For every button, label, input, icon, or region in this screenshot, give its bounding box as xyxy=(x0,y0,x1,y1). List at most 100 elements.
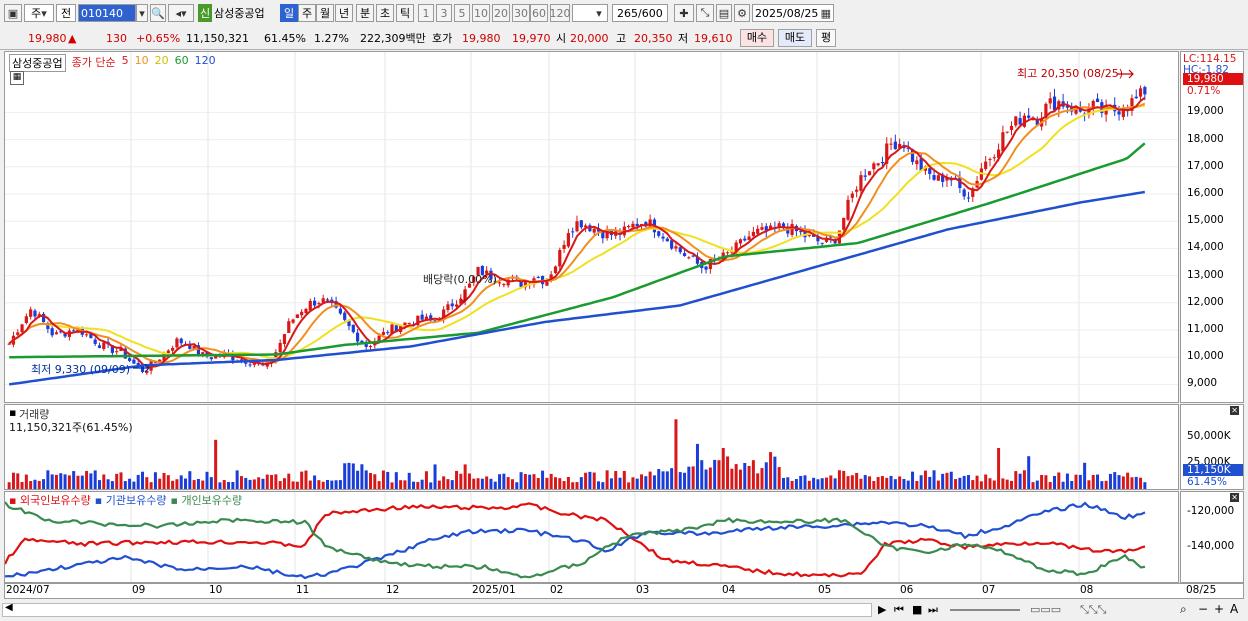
high-arrow-icon xyxy=(1117,69,1134,79)
horizontal-scrollbar[interactable]: ◀ xyxy=(2,602,872,617)
candle-body xyxy=(730,251,734,253)
period-tab[interactable]: 분 xyxy=(356,4,374,22)
volume-bar xyxy=(1070,480,1074,489)
candle-body xyxy=(476,267,480,276)
volume-bar xyxy=(872,481,876,489)
period-tab[interactable]: 초 xyxy=(376,4,394,22)
zoom-search-icon[interactable]: ⌕ xyxy=(1180,602,1187,616)
price-tick: 15,000 xyxy=(1187,214,1224,227)
rewind-icon[interactable]: ⏮ xyxy=(894,603,904,616)
volume-bar xyxy=(777,467,781,489)
period-tab[interactable]: 주 xyxy=(298,4,316,22)
candle-body xyxy=(1009,125,1014,130)
volume-bar xyxy=(399,480,403,489)
interval-button[interactable]: 20 xyxy=(492,4,510,22)
search-icon[interactable]: 🔍 xyxy=(150,4,166,22)
zoom-slider[interactable] xyxy=(950,609,1020,611)
save-icon[interactable]: ▤ xyxy=(716,4,732,22)
volume-bar xyxy=(493,481,497,489)
volume-bar xyxy=(446,479,450,489)
high-label: 고 xyxy=(616,32,627,45)
candle-body xyxy=(872,163,876,170)
price-tag: 19,980 xyxy=(1183,73,1243,85)
interval-button[interactable]: 5 xyxy=(454,4,470,22)
stock-code-input[interactable]: 010140 xyxy=(78,4,136,22)
interval-button[interactable]: 120 xyxy=(550,4,571,22)
volume-bar xyxy=(360,464,364,489)
volume-bar xyxy=(678,472,682,489)
volume-bar xyxy=(949,471,953,489)
stop-icon[interactable]: ■ xyxy=(912,603,923,616)
grid-toggle-icon[interactable]: ▦ xyxy=(10,71,24,85)
candle-body xyxy=(416,315,420,326)
drawing-tools-icon[interactable]: ⤡⤡⤡ xyxy=(1080,603,1107,616)
font-size-icon[interactable]: A xyxy=(1230,602,1239,616)
volume-bar xyxy=(738,469,742,489)
volume-bar xyxy=(476,478,480,489)
scroll-right-icon[interactable]: ▶ xyxy=(878,603,887,616)
period-tab[interactable]: 일 xyxy=(280,4,298,22)
ma5-line xyxy=(8,96,1146,368)
candle-body xyxy=(571,231,575,233)
price-chart-pane[interactable]: 삼성중공업 종가 단순 5 10 20 60 120 ▦ 배당락(0.00%) … xyxy=(4,51,1179,403)
average-button[interactable]: 평 xyxy=(816,29,836,47)
window-tools-icon[interactable]: ▭▭▭ xyxy=(1030,603,1062,616)
zoom-in-icon[interactable]: + xyxy=(1214,602,1225,616)
period-tab[interactable]: 틱 xyxy=(396,4,414,22)
interval-custom-select[interactable]: ▾ xyxy=(572,4,608,22)
volume-bar xyxy=(420,479,424,489)
interval-button[interactable]: 60 xyxy=(530,4,548,22)
volume-bar xyxy=(549,473,553,489)
buy-button[interactable]: 매수 xyxy=(740,29,774,47)
volume-bar xyxy=(149,482,153,489)
interval-button[interactable]: 1 xyxy=(418,4,434,22)
price-tick: 18,000 xyxy=(1187,132,1224,145)
candle-body xyxy=(93,339,97,344)
period-tab[interactable]: 월 xyxy=(316,4,334,22)
scroll-left-icon[interactable]: ◀ xyxy=(5,602,13,613)
interval-button[interactable]: 10 xyxy=(472,4,490,22)
candle-body xyxy=(682,253,687,257)
volume-bar xyxy=(799,476,803,489)
candle-body xyxy=(132,359,136,364)
volume-bar xyxy=(231,482,235,489)
volume-bar xyxy=(687,466,691,489)
count-field[interactable]: 265/600 xyxy=(612,4,668,22)
volume-bar xyxy=(184,478,188,489)
interval-button[interactable]: 30 xyxy=(512,4,530,22)
compare-button[interactable]: 전 xyxy=(56,4,76,22)
candle-body xyxy=(910,149,915,162)
zoom-out-icon[interactable]: − xyxy=(1198,602,1209,616)
holdings-pane[interactable]: ▪ 외국인보유수량 ▪ 기관보유수량 ▪ 개인보유수량 xyxy=(4,491,1179,583)
pane-close-icon[interactable]: ✕ xyxy=(1230,406,1239,415)
pane-close-icon[interactable]: ✕ xyxy=(1230,493,1239,502)
crosshair-icon[interactable]: ✚ xyxy=(674,4,694,22)
volume-bar xyxy=(222,480,226,489)
volume-bar xyxy=(558,478,562,489)
gear-icon[interactable]: ⚙ xyxy=(734,4,750,22)
layout-icon[interactable]: ▣ xyxy=(4,4,22,22)
period-tab[interactable]: 년 xyxy=(335,4,353,22)
legend-ma60: 60 xyxy=(174,54,189,67)
volume-bar xyxy=(381,470,385,489)
volume-pane[interactable]: ▪ 거래량 11,150,321주(61.45%) xyxy=(4,404,1179,490)
candle-body xyxy=(364,342,368,347)
sell-button[interactable]: 매도 xyxy=(778,29,812,47)
sound-icon[interactable]: ◂▾ xyxy=(168,4,194,22)
legend-institution: ▪ 기관보유수량 xyxy=(94,494,167,507)
volume-bar xyxy=(304,470,308,489)
volume-bar xyxy=(403,480,407,489)
volume-bar xyxy=(519,472,523,489)
interval-button[interactable]: 3 xyxy=(436,4,452,22)
forward-icon[interactable]: ⏭ xyxy=(928,603,938,616)
candle-body xyxy=(898,143,902,148)
volume-bar xyxy=(966,475,970,489)
chart-type-select[interactable]: 주 ▾ xyxy=(24,4,54,22)
candle-body xyxy=(300,311,304,316)
volume-bar xyxy=(102,474,106,489)
draw-tool-icon[interactable]: ⤡ xyxy=(696,4,714,22)
volume-bar xyxy=(532,474,536,489)
chevron-down-icon[interactable]: ▾ xyxy=(136,4,148,22)
x-axis: 2024/07 09 10 11 12 2025/01 02 03 04 05 06 07 08 08/2… xyxy=(4,583,1244,599)
date-field[interactable]: 2025/08/25 ▦ xyxy=(752,4,834,22)
